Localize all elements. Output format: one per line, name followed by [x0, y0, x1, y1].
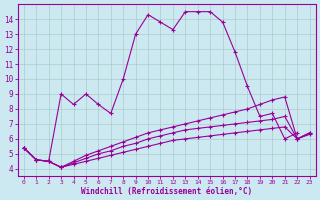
X-axis label: Windchill (Refroidissement éolien,°C): Windchill (Refroidissement éolien,°C) [81, 187, 252, 196]
